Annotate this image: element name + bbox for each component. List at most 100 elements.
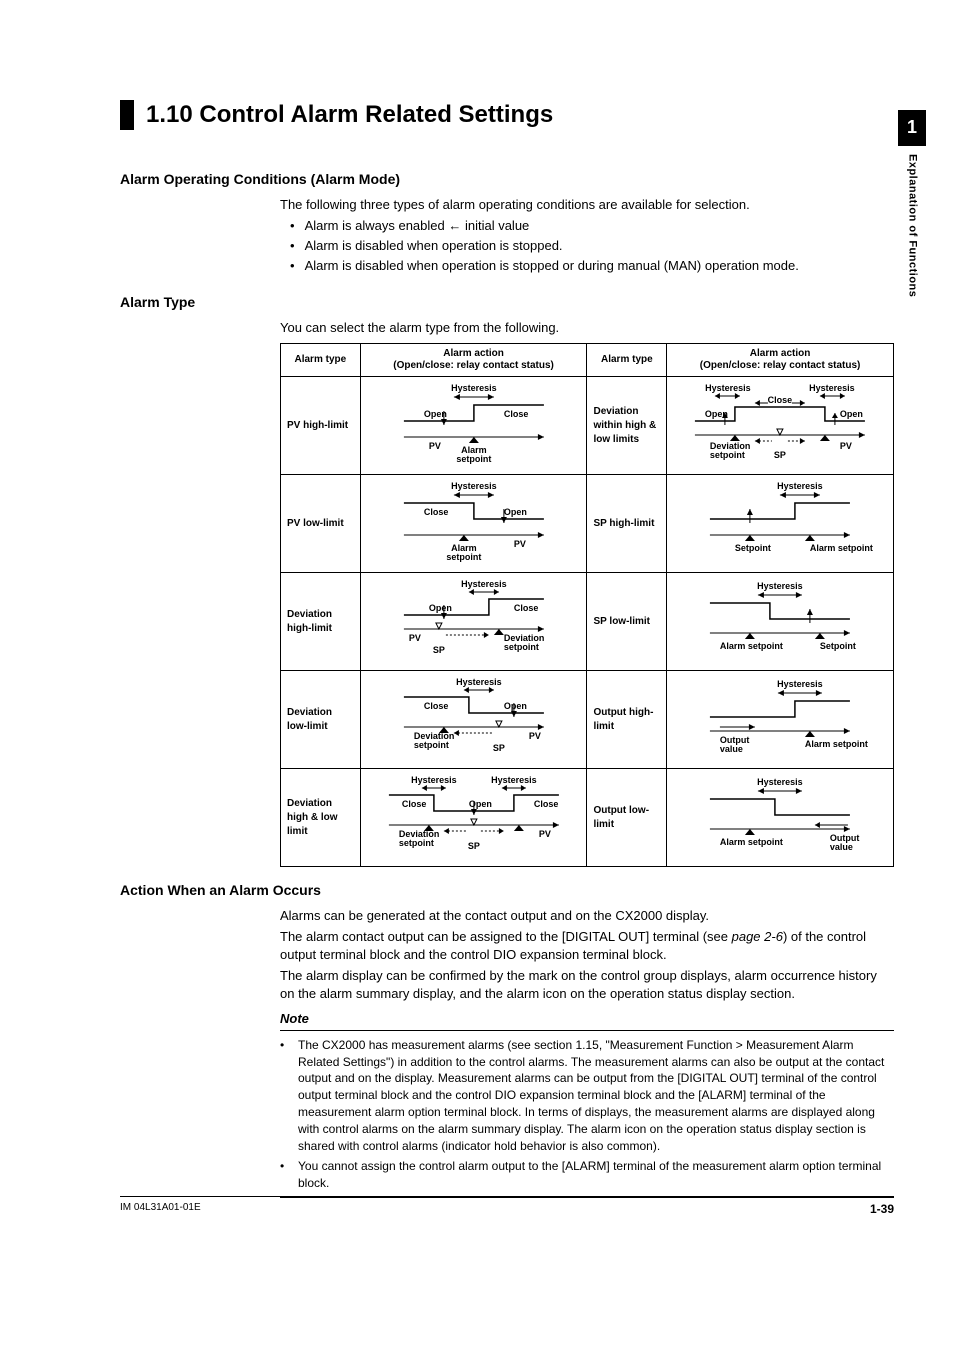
svg-text:Close: Close (534, 799, 559, 809)
chapter-tab: 1 Explanation of Functions (898, 110, 926, 297)
alarm-type-body: You can select the alarm type from the f… (280, 319, 894, 867)
diagram-sp-low: Hysteresis Alarm setpoint Setpoint (667, 573, 894, 671)
svg-text:SP: SP (774, 450, 786, 460)
svg-text:Close: Close (402, 799, 427, 809)
svg-text:Setpoint: Setpoint (820, 641, 856, 651)
alarm-mode-intro: The following three types of alarm opera… (280, 196, 894, 214)
svg-text:PV: PV (409, 633, 421, 643)
svg-text:setpoint: setpoint (399, 838, 434, 848)
svg-text:Open: Open (469, 799, 492, 809)
svg-text:Hysteresis: Hysteresis (777, 679, 823, 689)
cell-type: SP low-limit (587, 573, 667, 671)
svg-text:PV: PV (840, 441, 852, 451)
svg-text:SP: SP (493, 743, 505, 753)
svg-text:PV: PV (514, 539, 526, 549)
th-type: Alarm type (587, 344, 667, 377)
svg-text:value: value (720, 744, 743, 754)
cell-type: Deviation within high & low limits (587, 377, 667, 475)
diagram-sp-high: Hysteresis Setpoint Alarm setpoint (667, 475, 894, 573)
diagram-dev-within: HysteresisHysteresis Close OpenOpen (667, 377, 894, 475)
svg-text:Setpoint: Setpoint (735, 543, 771, 553)
svg-text:PV: PV (529, 731, 541, 741)
cell-type: Deviation high & low limit (281, 769, 361, 867)
cell-type: PV low-limit (281, 475, 361, 573)
note-rule (280, 1030, 894, 1031)
svg-text:Hysteresis: Hysteresis (757, 777, 803, 787)
svg-text:setpoint: setpoint (456, 454, 491, 464)
svg-text:Close: Close (424, 507, 449, 517)
alarm-mode-body: The following three types of alarm opera… (280, 196, 894, 276)
cell-type: Output high-limit (587, 671, 667, 769)
svg-text:Hysteresis: Hysteresis (777, 481, 823, 491)
list-item: Alarm is disabled when operation is stop… (290, 257, 894, 275)
svg-text:Open: Open (504, 507, 527, 517)
list-item: Alarm is disabled when operation is stop… (290, 237, 894, 255)
cell-type: Deviation low-limit (281, 671, 361, 769)
note-item: The CX2000 has measurement alarms (see s… (280, 1037, 894, 1155)
cell-type: Output low-limit (587, 769, 667, 867)
note-label: Note (280, 1010, 894, 1028)
diagram-dev-low: Hysteresis CloseOpen Deviationsetpoint P… (360, 671, 587, 769)
svg-text:Alarm setpoint: Alarm setpoint (805, 739, 868, 749)
svg-text:Alarm setpoint: Alarm setpoint (810, 543, 873, 553)
action-p1: Alarms can be generated at the contact o… (280, 907, 894, 925)
cell-type: PV high-limit (281, 377, 361, 475)
svg-text:Close: Close (768, 395, 793, 405)
note-item: You cannot assign the control alarm outp… (280, 1158, 894, 1192)
chapter-label: Explanation of Functions (904, 154, 919, 297)
chapter-number: 1 (898, 110, 926, 146)
svg-text:PV: PV (539, 829, 551, 839)
heading-alarm-mode: Alarm Operating Conditions (Alarm Mode) (120, 170, 894, 190)
svg-text:Open: Open (429, 603, 452, 613)
th-action: Alarm action (Open/close: relay contact … (667, 344, 894, 377)
diagram-out-high: Hysteresis Outputvalue Alarm setpoint (667, 671, 894, 769)
th-action: Alarm action (Open/close: relay contact … (360, 344, 587, 377)
footer-page-num: 1-39 (870, 1201, 894, 1218)
svg-text:Hysteresis: Hysteresis (461, 579, 507, 589)
svg-text:Alarm setpoint: Alarm setpoint (720, 837, 783, 847)
cell-type: SP high-limit (587, 475, 667, 573)
th-type: Alarm type (281, 344, 361, 377)
svg-text:Hysteresis: Hysteresis (809, 383, 855, 393)
note-body: The CX2000 has measurement alarms (see s… (280, 1037, 894, 1192)
svg-text:Close: Close (514, 603, 539, 613)
svg-text:Hysteresis: Hysteresis (451, 481, 497, 491)
alarm-type-intro: You can select the alarm type from the f… (280, 319, 894, 337)
svg-text:setpoint: setpoint (446, 552, 481, 562)
action-p3: The alarm display can be confirmed by th… (280, 967, 894, 1003)
action-p2: The alarm contact output can be assigned… (280, 928, 894, 964)
svg-text:setpoint: setpoint (710, 450, 745, 460)
svg-text:Hysteresis: Hysteresis (411, 775, 457, 785)
svg-text:Alarm setpoint: Alarm setpoint (720, 641, 783, 651)
svg-text:Hysteresis: Hysteresis (705, 383, 751, 393)
svg-text:Hysteresis: Hysteresis (491, 775, 537, 785)
svg-text:Open: Open (504, 701, 527, 711)
list-item: Alarm is always enabled ← initial value (290, 217, 894, 235)
cell-type: Deviation high-limit (281, 573, 361, 671)
action-body: Alarms can be generated at the contact o… (280, 907, 894, 1198)
svg-text:Close: Close (424, 701, 449, 711)
page-title: 1.10 Control Alarm Related Settings (120, 100, 894, 130)
svg-text:SP: SP (468, 841, 480, 851)
svg-text:SP: SP (433, 645, 445, 655)
alarm-type-table: Alarm type Alarm action (Open/close: rel… (280, 343, 894, 867)
svg-text:PV: PV (429, 441, 441, 451)
svg-text:setpoint: setpoint (504, 642, 539, 652)
svg-text:value: value (830, 842, 853, 852)
page-footer: IM 04L31A01-01E 1-39 (120, 1196, 894, 1218)
svg-text:Hysteresis: Hysteresis (451, 383, 497, 393)
diagram-dev-high: Hysteresis OpenClose PV SP Deviationsetp… (360, 573, 587, 671)
svg-text:Open: Open (840, 409, 863, 419)
footer-doc-id: IM 04L31A01-01E (120, 1201, 201, 1218)
heading-action: Action When an Alarm Occurs (120, 881, 894, 901)
diagram-pv-low: Hysteresis CloseOpen Alarmsetpoint PV (360, 475, 587, 573)
diagram-pv-high: Hysteresis OpenClose PV Alarmsetpoint (360, 377, 587, 475)
diagram-dev-hl: HysteresisHysteresis CloseOpenClose Devi… (360, 769, 587, 867)
svg-text:Hysteresis: Hysteresis (757, 581, 803, 591)
svg-text:Hysteresis: Hysteresis (456, 677, 502, 687)
diagram-out-low: Hysteresis Alarm setpoint Outputvalue (667, 769, 894, 867)
svg-text:setpoint: setpoint (414, 740, 449, 750)
svg-text:Close: Close (504, 409, 529, 419)
alarm-mode-list: Alarm is always enabled ← initial value … (290, 217, 894, 276)
heading-alarm-type: Alarm Type (120, 293, 894, 313)
